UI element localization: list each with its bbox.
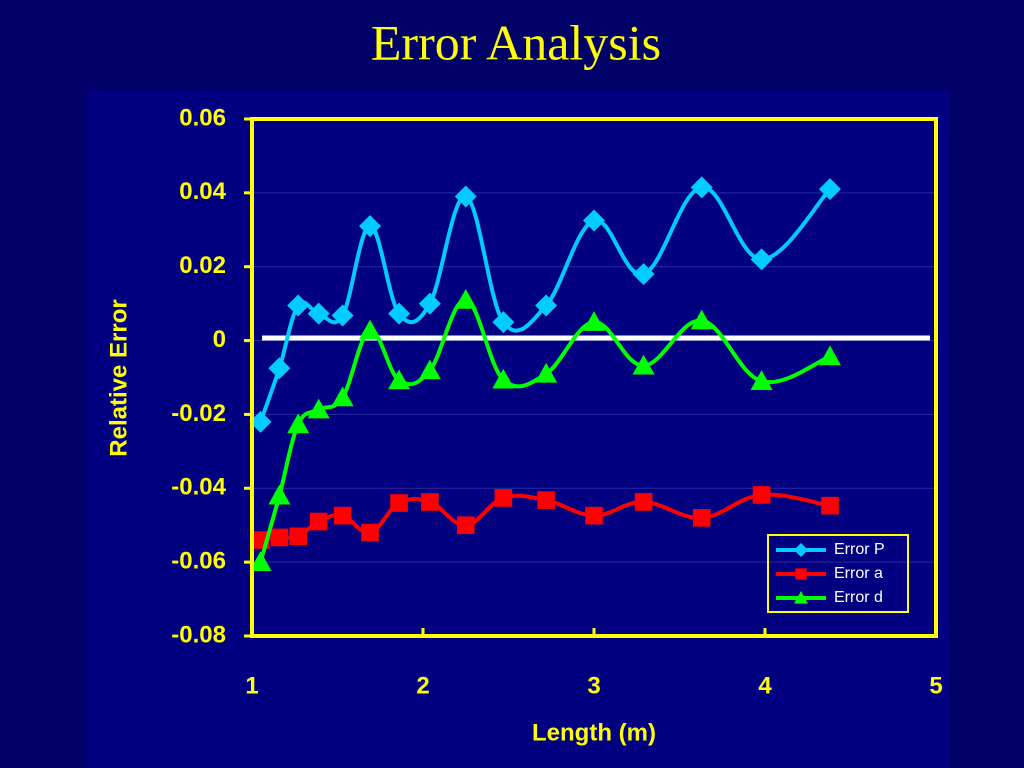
legend-label: Error P bbox=[834, 541, 885, 558]
marker bbox=[418, 359, 441, 380]
y-tick-label: -0.04 bbox=[171, 474, 226, 501]
marker bbox=[268, 357, 291, 380]
marker bbox=[270, 528, 289, 547]
marker bbox=[331, 386, 354, 407]
plot-frame bbox=[250, 117, 938, 638]
y-axis-label: Relative Error bbox=[105, 299, 132, 456]
marker bbox=[331, 304, 354, 327]
marker bbox=[537, 491, 555, 509]
marker bbox=[818, 345, 841, 366]
marker bbox=[535, 362, 558, 383]
marker bbox=[309, 512, 328, 531]
y-tick-label: 0.02 bbox=[179, 252, 226, 279]
legend-label: Error d bbox=[834, 589, 883, 606]
marker bbox=[632, 354, 655, 375]
legend-label: Error a bbox=[834, 565, 883, 582]
legend: Error P Error a Error d bbox=[767, 534, 909, 613]
marker bbox=[492, 368, 515, 389]
y-tick-label: -0.08 bbox=[171, 621, 226, 648]
marker bbox=[456, 516, 475, 535]
marker bbox=[307, 398, 330, 419]
marker bbox=[583, 209, 605, 232]
marker bbox=[794, 591, 808, 604]
y-tick-label: 0.04 bbox=[179, 178, 226, 205]
x-tick-label: 3 bbox=[587, 672, 600, 699]
legend-box bbox=[767, 534, 909, 613]
marker bbox=[421, 493, 439, 511]
marker bbox=[494, 489, 513, 507]
marker bbox=[690, 309, 713, 330]
marker bbox=[818, 178, 841, 201]
marker bbox=[289, 527, 307, 546]
x-axis-label: Length (m) bbox=[532, 719, 656, 746]
marker bbox=[454, 288, 477, 309]
marker bbox=[454, 185, 477, 208]
marker bbox=[361, 523, 379, 542]
marker bbox=[307, 302, 330, 325]
x-tick-label: 4 bbox=[758, 672, 772, 699]
plot bbox=[249, 176, 841, 571]
chart-panel bbox=[88, 90, 950, 768]
marker bbox=[358, 215, 381, 238]
marker bbox=[249, 410, 272, 433]
marker bbox=[388, 302, 411, 325]
marker bbox=[634, 493, 653, 511]
marker bbox=[632, 263, 655, 286]
marker bbox=[750, 248, 773, 271]
y-tick-label: 0.06 bbox=[179, 104, 226, 131]
marker bbox=[690, 176, 713, 199]
series-line bbox=[260, 492, 831, 542]
marker bbox=[794, 543, 808, 557]
marker bbox=[418, 292, 441, 315]
y-tick-label: 0 bbox=[213, 326, 226, 353]
marker bbox=[390, 494, 408, 512]
y-tick-label: -0.06 bbox=[171, 547, 226, 574]
marker bbox=[795, 568, 807, 580]
y-tick-label: -0.02 bbox=[171, 400, 226, 427]
chart-title: Error Analysis bbox=[371, 14, 661, 70]
marker bbox=[585, 506, 603, 525]
marker bbox=[287, 294, 310, 317]
marker bbox=[692, 509, 711, 527]
marker bbox=[492, 311, 515, 334]
marker bbox=[535, 294, 558, 317]
marker bbox=[821, 496, 839, 515]
marker bbox=[750, 370, 773, 390]
marker bbox=[752, 486, 771, 504]
x-tick-label: 2 bbox=[416, 672, 429, 699]
marker bbox=[249, 551, 272, 571]
marker bbox=[287, 413, 310, 434]
x-tick-label: 5 bbox=[929, 672, 942, 699]
marker bbox=[388, 369, 411, 390]
marker bbox=[333, 506, 352, 525]
marker bbox=[358, 319, 381, 340]
marker bbox=[268, 484, 291, 505]
marker bbox=[583, 311, 605, 331]
x-tick-label: 1 bbox=[245, 672, 258, 699]
